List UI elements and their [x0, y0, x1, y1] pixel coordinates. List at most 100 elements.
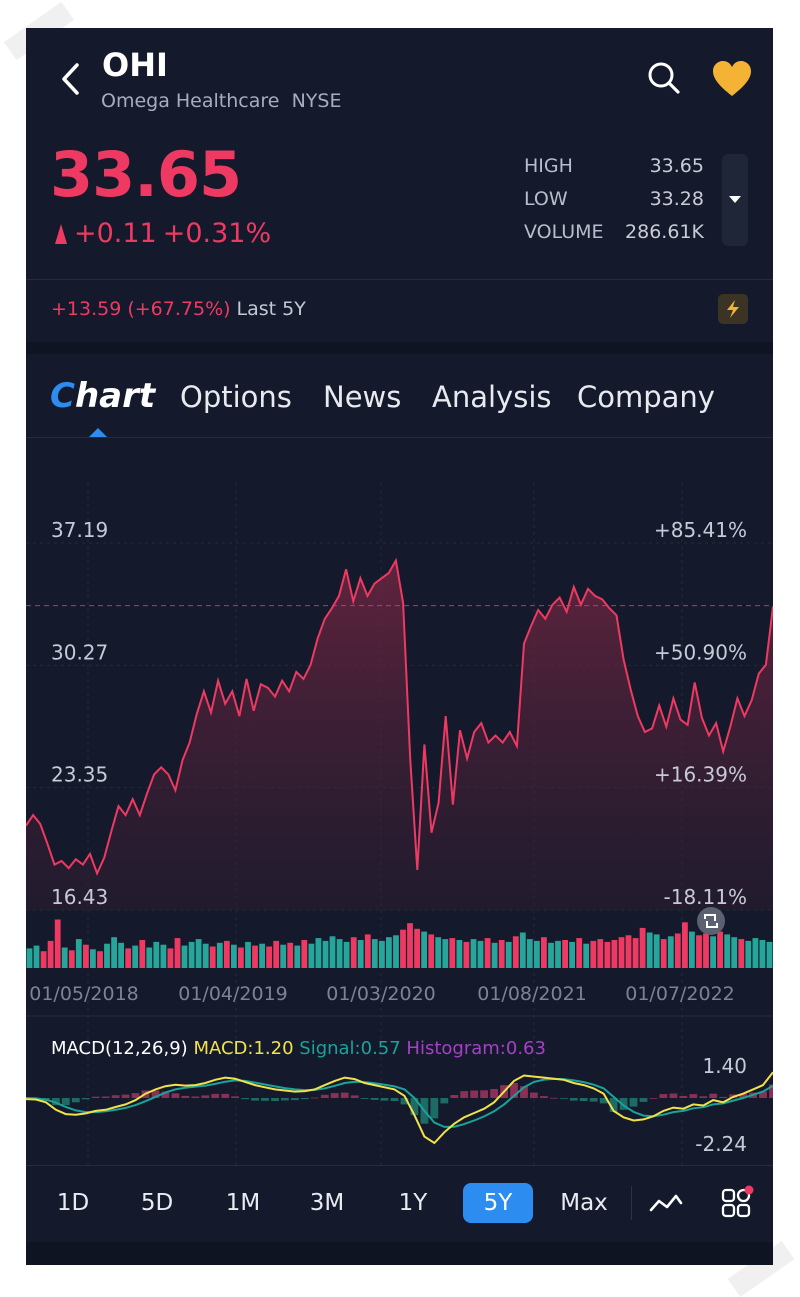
volume-bar — [674, 933, 681, 968]
price-change: +0.11 +0.31% — [54, 218, 271, 249]
period-label: Last 5Y — [236, 298, 306, 320]
histogram-bar — [669, 1093, 678, 1098]
volume-bar — [393, 935, 399, 968]
volume-bar — [766, 941, 773, 968]
histogram-bar — [330, 1093, 339, 1098]
histogram-bar — [639, 1098, 648, 1102]
histogram-bar — [221, 1093, 230, 1098]
price-line — [26, 557, 773, 877]
tab-news[interactable]: News — [323, 380, 402, 414]
volume-bar — [400, 929, 406, 968]
volume-bar — [618, 937, 625, 968]
histogram-bar — [400, 1098, 409, 1105]
volume-bar — [104, 943, 110, 968]
volume-bar — [435, 937, 442, 968]
period-performance: +13.59 (+67.75%) Last 5Y — [51, 298, 306, 320]
macd-axis-label: -2.24 — [695, 1132, 747, 1156]
volume-bar — [139, 940, 146, 968]
volume-bar — [724, 934, 731, 968]
histogram-bar — [430, 1098, 439, 1119]
stock-app: OHI Omega Healthcare NYSE 33.65 +0.11 +0… — [26, 28, 773, 1265]
timeframe-3m[interactable]: 3M — [309, 1190, 345, 1216]
volume-bar — [752, 938, 759, 968]
tab-chart[interactable]: Chart — [50, 376, 155, 416]
volume-bar — [259, 943, 265, 968]
volume-bar — [583, 943, 590, 968]
back-chevron-icon[interactable] — [60, 62, 82, 96]
x-axis-label: 01/08/2021 — [477, 983, 587, 1005]
volume-bar — [484, 938, 491, 968]
histogram-bar — [191, 1096, 200, 1098]
change-amount: +0.11 — [74, 218, 157, 249]
volume-bar — [97, 951, 103, 968]
stat-volume: VOLUME 286.61K — [524, 221, 704, 254]
timeframe-max[interactable]: Max — [560, 1190, 608, 1216]
volume-bar — [407, 923, 413, 968]
chart-reset-icon[interactable] — [697, 907, 725, 935]
volume-bar — [301, 940, 308, 968]
stat-label: HIGH — [524, 155, 573, 177]
histogram-bar — [310, 1097, 319, 1099]
histogram-bar — [440, 1098, 449, 1104]
company-name: Omega Healthcare — [101, 90, 280, 112]
stat-value: 33.65 — [649, 155, 704, 177]
tab-options[interactable]: Options — [180, 380, 292, 414]
stat-value: 286.61K — [625, 221, 704, 243]
macd-legend: MACD(12,26,9) MACD:1.20 Signal:0.57 Hist… — [51, 1038, 546, 1059]
tab-analysis[interactable]: Analysis — [432, 380, 552, 414]
histogram-bar — [390, 1098, 399, 1101]
volume-bar — [125, 948, 132, 968]
histogram-bar — [599, 1098, 608, 1104]
histogram-bar — [689, 1094, 698, 1098]
favorite-heart-icon[interactable] — [712, 60, 752, 98]
x-axis-label: 01/04/2019 — [178, 983, 288, 1005]
volume-bar — [238, 947, 244, 968]
histogram-bar — [709, 1093, 718, 1098]
volume-bar — [322, 940, 329, 968]
timeframe-5d[interactable]: 5D — [140, 1190, 174, 1216]
volume-bar — [555, 940, 561, 968]
price-chart[interactable]: 37.19 +85.41% 30.27 +50.90% 23.35 +16.39% 16.4… — [26, 28, 773, 1165]
volume-bar — [456, 940, 463, 968]
volume-bar — [371, 939, 378, 968]
x-axis-label: 01/07/2022 — [625, 983, 735, 1005]
histogram-bar — [559, 1098, 568, 1099]
histogram-bar — [470, 1090, 479, 1098]
histogram-bar — [450, 1095, 459, 1098]
volume-bar — [386, 937, 392, 968]
histogram-bar — [251, 1098, 259, 1101]
timeframe-5y[interactable]: 5Y — [463, 1183, 533, 1223]
lightning-icon[interactable] — [718, 294, 748, 324]
timeframe-1d[interactable]: 1D — [56, 1190, 90, 1216]
volume-bar — [174, 938, 181, 968]
histogram-bar — [131, 1093, 140, 1098]
search-icon[interactable] — [646, 60, 682, 96]
histogram-bar — [550, 1097, 558, 1099]
histogram-bar — [520, 1086, 528, 1098]
histogram-bar — [480, 1090, 488, 1098]
percent-axis-label: +16.39% — [654, 763, 747, 787]
histogram-bar — [151, 1090, 160, 1098]
indicator-line-icon[interactable] — [648, 1190, 684, 1218]
volume-bar — [611, 940, 618, 968]
histogram-bar — [739, 1093, 747, 1098]
layout-grid-icon[interactable] — [720, 1184, 754, 1220]
volume-bar — [329, 936, 336, 968]
histogram-bar — [569, 1098, 578, 1101]
volume-bar — [26, 948, 33, 968]
histogram-bar — [71, 1098, 80, 1103]
histogram-bar — [181, 1095, 190, 1098]
volume-bar — [576, 938, 583, 968]
volume-bar — [379, 940, 385, 968]
volume-bar — [223, 940, 230, 968]
volume-bar — [590, 940, 597, 968]
volume-bar — [421, 931, 427, 968]
timeframe-1y[interactable]: 1Y — [398, 1190, 428, 1216]
timeframe-1m[interactable]: 1M — [225, 1190, 261, 1216]
stat-label: LOW — [524, 188, 568, 210]
volume-bar — [414, 928, 420, 968]
volume-bar — [534, 940, 540, 968]
volume-bar — [696, 935, 702, 968]
tab-company[interactable]: Company — [577, 380, 715, 414]
expand-stats-dropdown-icon[interactable] — [722, 154, 748, 246]
